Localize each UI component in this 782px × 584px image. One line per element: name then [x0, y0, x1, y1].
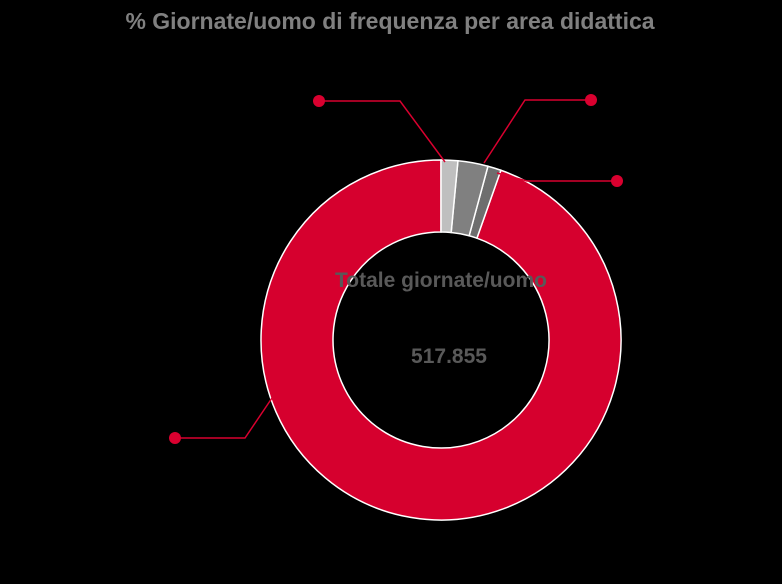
- donut-slice: [450, 159, 489, 237]
- leader-dot: [611, 175, 623, 187]
- leader-dot: [313, 95, 325, 107]
- leader-dot: [585, 94, 597, 106]
- leader-dots: [169, 94, 623, 444]
- donut-slice: [260, 159, 622, 521]
- donut-slice: [440, 159, 459, 234]
- center-value: 517.855: [411, 345, 487, 368]
- leader-line: [496, 172, 617, 182]
- leader-lines: [175, 99, 617, 439]
- leader-line: [175, 397, 273, 439]
- leader-line: [319, 100, 446, 163]
- chart-title: % Giornate/uomo di frequenza per area di…: [125, 8, 655, 34]
- leader-dot: [169, 432, 181, 444]
- leader-line: [483, 99, 591, 164]
- center-label: Totale giornate/uomo: [335, 269, 547, 292]
